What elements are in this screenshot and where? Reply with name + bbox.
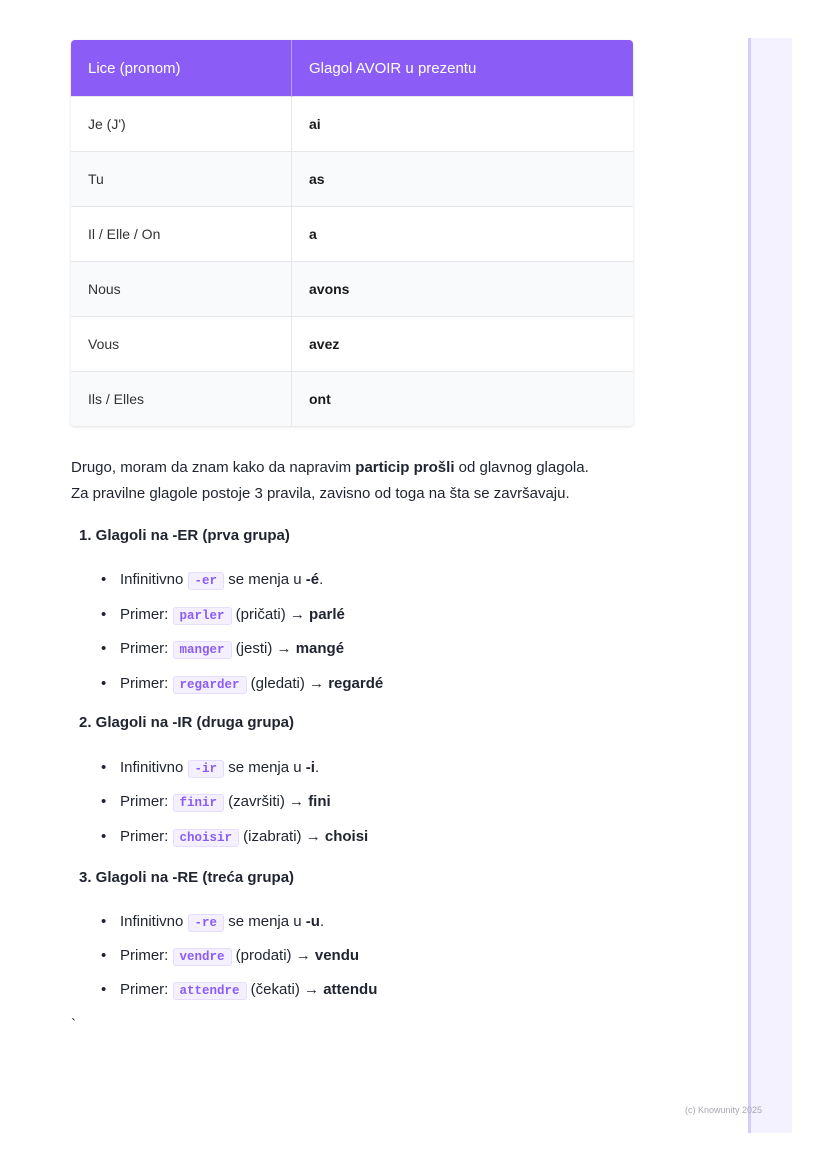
verb-cell: ont — [291, 371, 633, 426]
rule-result: -u — [305, 913, 320, 930]
table-row: Il / Elle / On a — [71, 206, 633, 262]
code-snippet: -re — [187, 914, 225, 932]
code-snippet: attendre — [172, 982, 247, 1000]
rule-result: -é — [305, 571, 320, 588]
table-row: Tu as — [71, 151, 633, 207]
example-meaning: (pričati) → — [231, 606, 310, 623]
code-snippet: parler — [172, 607, 232, 625]
example-result: parlé — [309, 606, 345, 623]
example-meaning: (završiti) → — [224, 793, 309, 810]
list-item: Primer: choisir (izabrati) → choisi — [101, 826, 369, 849]
example-result: choisi — [324, 828, 369, 845]
code-snippet: manger — [172, 641, 232, 659]
table-row: Ils / Elles ont — [71, 371, 633, 426]
example-meaning: (čekati) → — [246, 981, 324, 998]
example-meaning: (gledati) → — [246, 675, 329, 692]
rule-result: -i — [305, 759, 315, 776]
example-result: attendu — [323, 981, 378, 998]
list-item: Primer: regarder (gledati) → regardé — [101, 673, 384, 696]
primer-label: Primer: — [120, 675, 173, 692]
intro-paragraph: Drugo, moram da znam kako da napravim pa… — [71, 455, 589, 507]
code-snippet: -ir — [187, 760, 225, 778]
rule-text: . — [319, 571, 324, 588]
header-cell: Lice (pronom) — [71, 40, 292, 97]
pronoun-cell: Ils / Elles — [71, 371, 292, 426]
example-meaning: (prodati) → — [231, 947, 315, 964]
verb-cell: avons — [291, 261, 633, 317]
list-item: Primer: parler (pričati) → parlé — [101, 604, 345, 627]
code-snippet: vendre — [172, 948, 232, 966]
example-result: vendu — [314, 947, 360, 964]
group-heading: 2. Glagoli na -IR (druga grupa) — [79, 714, 295, 731]
rule-text: se menja u — [224, 913, 306, 930]
header-cell: Glagol AVOIR u prezentu — [291, 40, 633, 97]
pronoun-cell: Tu — [71, 151, 292, 207]
rule-text: se menja u — [224, 759, 306, 776]
code-snippet: regarder — [172, 676, 247, 694]
pronoun-cell: Je (J') — [71, 96, 292, 152]
rule-text: Infinitivno — [120, 913, 188, 930]
primer-label: Primer: — [120, 981, 173, 998]
primer-label: Primer: — [120, 606, 173, 623]
example-meaning: (izabrati) → — [239, 828, 325, 845]
intro-text: Za pravilne glagole postoje 3 pravila, z… — [71, 485, 570, 502]
table-row: Vous avez — [71, 316, 633, 372]
rule-text: se menja u — [224, 571, 306, 588]
list-item: Primer: attendre (čekati) → attendu — [101, 979, 378, 1002]
verb-cell: as — [291, 151, 633, 207]
pronoun-cell: Il / Elle / On — [71, 206, 292, 262]
example-result: regardé — [328, 675, 384, 692]
stray-backtick: ` — [71, 1016, 76, 1033]
table-row: Nous avons — [71, 261, 633, 317]
side-panel — [748, 38, 792, 1133]
group-heading: 1. Glagoli na -ER (prva grupa) — [79, 527, 290, 544]
example-result: fini — [308, 793, 331, 810]
rule-text: . — [314, 759, 320, 776]
verb-cell: ai — [291, 96, 633, 152]
verb-cell: a — [291, 206, 633, 262]
rule-text: . — [319, 913, 325, 930]
list-item: Infinitivno -er se menja u -é. — [101, 569, 324, 592]
primer-label: Primer: — [120, 640, 173, 657]
code-snippet: choisir — [172, 829, 240, 847]
primer-label: Primer: — [120, 828, 173, 845]
list-item: Primer: vendre (prodati) → vendu — [101, 945, 360, 968]
primer-label: Primer: — [120, 947, 173, 964]
code-snippet: finir — [172, 794, 225, 812]
pronoun-cell: Vous — [71, 316, 292, 372]
example-result: mangé — [295, 640, 345, 657]
intro-text: od glavnog glagola. — [454, 459, 589, 476]
code-snippet: -er — [187, 572, 225, 590]
pronoun-cell: Nous — [71, 261, 292, 317]
list-item: Primer: manger (jesti) → mangé — [101, 638, 345, 661]
primer-label: Primer: — [120, 793, 173, 810]
intro-bold: particip prošli — [355, 459, 455, 476]
list-item: Infinitivno -re se menja u -u. — [101, 911, 325, 934]
group-heading: 3. Glagoli na -RE (treća grupa) — [79, 869, 295, 886]
list-item: Primer: finir (završiti) → fini — [101, 791, 331, 814]
example-meaning: (jesti) → — [231, 640, 296, 657]
intro-text: Drugo, moram da znam kako da napravim — [71, 459, 356, 476]
rule-text: Infinitivno — [120, 759, 188, 776]
list-item: Infinitivno -ir se menja u -i. — [101, 757, 320, 780]
rule-text: Infinitivno — [120, 571, 188, 588]
verb-cell: avez — [291, 316, 633, 372]
table-row: Je (J') ai — [71, 96, 633, 152]
avoir-conjugation-table: Lice (pronom) Glagol AVOIR u prezentu Je … — [71, 40, 633, 426]
footer-copyright: (c) Knowunity 2025 — [685, 1105, 763, 1115]
